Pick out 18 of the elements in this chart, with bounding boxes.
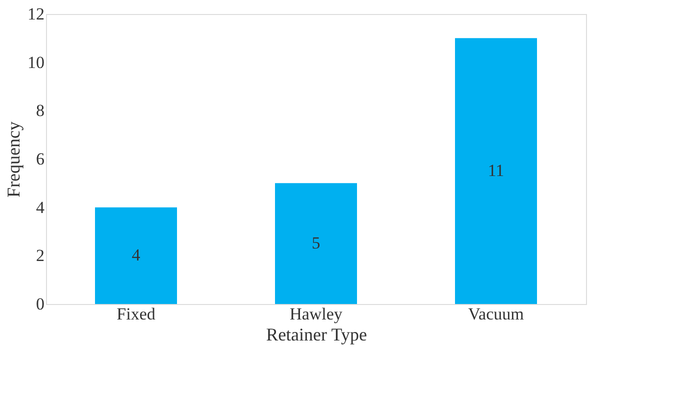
bar	[95, 207, 177, 304]
y-tick-label: 6	[36, 150, 44, 168]
y-tick-label: 2	[36, 246, 44, 266]
y-tick-label: 8	[36, 101, 44, 120]
y-tick-label: 0	[36, 294, 44, 314]
x-tick-label: Vacuum	[468, 304, 524, 324]
y-tick-label: 12	[28, 4, 44, 24]
data-label: 11	[488, 161, 504, 180]
bar	[455, 38, 537, 304]
x-tick-label: Hawley	[290, 304, 343, 324]
x-tick-label: Fixed	[116, 304, 156, 324]
x-axis-title: Retainer Type	[266, 324, 367, 344]
data-label: 4	[132, 246, 141, 265]
y-tick-label: 10	[28, 52, 44, 72]
y-tick-label: 4	[36, 198, 45, 217]
data-label: 5	[312, 234, 320, 253]
bar	[275, 183, 357, 304]
y-axis-title: Frequency	[4, 122, 24, 198]
